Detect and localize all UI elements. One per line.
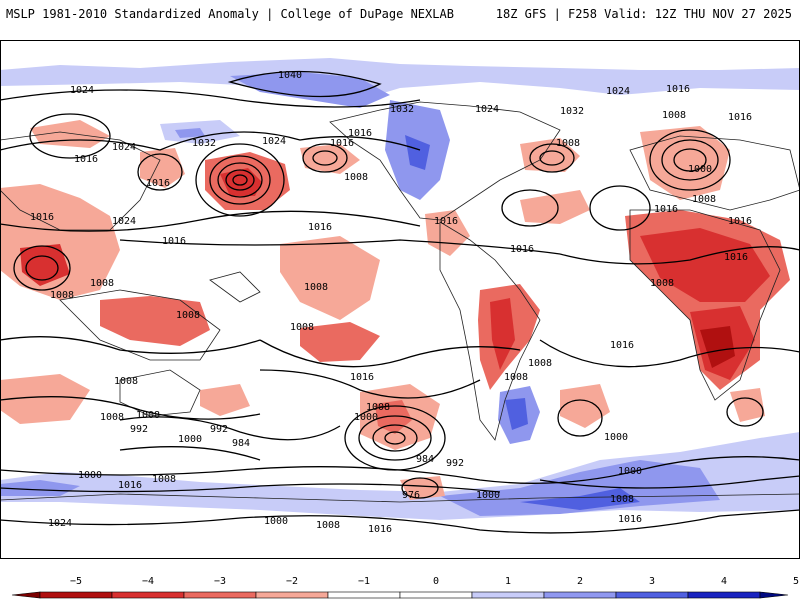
isobar-label: 1000	[178, 434, 202, 445]
isobar-label: 1008	[114, 376, 138, 387]
isobar-label: 1008	[366, 402, 390, 413]
isobar-label: 1000	[476, 490, 500, 501]
isobar-label: 1008	[556, 138, 580, 149]
isobar-label: 1008	[304, 282, 328, 293]
isobar-label: 1008	[50, 290, 74, 301]
colorbar-arrow-left	[11, 591, 41, 599]
isobar-label: 1024	[112, 142, 136, 153]
isobar-label: 1008	[176, 310, 200, 321]
isobar-label: 984	[232, 438, 250, 449]
isobar-label: 1000	[354, 412, 378, 423]
isobar-label: 992	[210, 424, 228, 435]
colorbar-bin	[39, 591, 113, 599]
isobar-label: 1016	[350, 372, 374, 383]
isobar-label: 1016	[724, 252, 748, 263]
colorbar-tick-label: 0	[433, 576, 439, 587]
colorbar-bin	[327, 591, 401, 599]
model-run-info: 18Z GFS | F258 Valid: 12Z THU NOV 27 202…	[495, 7, 792, 21]
colorbar-tick-label: 3	[649, 576, 655, 587]
isobar-label: 992	[446, 458, 464, 469]
colorbar-bin	[255, 591, 329, 599]
isobar-label: 1016	[308, 222, 332, 233]
anomaly-map: 1040 1024 1032 1024 1032 1024 1016 1008 …	[0, 40, 800, 559]
colorbar-arrow-right	[759, 591, 789, 599]
colorbar-tick-label: −5	[70, 576, 82, 587]
isobar-label: 1008	[504, 372, 528, 383]
isobar-label: 1016	[728, 112, 752, 123]
isobar-label: 1024	[112, 216, 136, 227]
isobar-label: 1008	[692, 194, 716, 205]
colorbar-bin	[399, 591, 473, 599]
isobar-label: 1008	[90, 278, 114, 289]
isobar-labels: 1040 1024 1032 1024 1032 1024 1016 1008 …	[30, 70, 752, 535]
isobar-label: 1008	[290, 322, 314, 333]
isobar-label: 1008	[662, 110, 686, 121]
isobar-label: 1024	[48, 518, 72, 529]
isobar-label: 1024	[262, 136, 286, 147]
isobar-contours	[0, 70, 800, 534]
colorbar-bin	[183, 591, 257, 599]
isobar-label: 1008	[528, 358, 552, 369]
header: MSLP 1981-2010 Standardized Anomaly | Co…	[0, 0, 800, 30]
isobar-label: 1016	[618, 514, 642, 525]
isobar-label: 1016	[666, 84, 690, 95]
isobar-label: 1016	[348, 128, 372, 139]
colorbar-tick-label: −2	[286, 576, 298, 587]
isobar-label: 984	[416, 454, 434, 465]
isobar-label: 1008	[344, 172, 368, 183]
isobar-label: 1016	[118, 480, 142, 491]
colorbar-bin	[543, 591, 617, 599]
colorbar-tick-label: −3	[214, 576, 226, 587]
isobar-label: 992	[130, 424, 148, 435]
isobar-label: 1016	[510, 244, 534, 255]
isobar-label: 1016	[30, 212, 54, 223]
isobar-label: 1024	[475, 104, 499, 115]
isobar-label: 1040	[278, 70, 302, 81]
colorbar: −5 −4 −3 −2 −1 0 1 2 3 4 5	[0, 572, 800, 600]
colorbar-canvas: −5 −4 −3 −2 −1 0 1 2 3 4 5	[11, 576, 799, 599]
isobar-label: 1016	[146, 178, 170, 189]
isobar-label: 1016	[434, 216, 458, 227]
colorbar-tick-label: 5	[793, 576, 799, 587]
isobar-label: 1032	[192, 138, 216, 149]
colorbar-bin	[111, 591, 185, 599]
isobar-label: 1016	[330, 138, 354, 149]
colorbar-tick-label: 2	[577, 576, 583, 587]
map-canvas: 1040 1024 1032 1024 1032 1024 1016 1008 …	[0, 40, 800, 559]
isobar-label: 1008	[100, 412, 124, 423]
isobar-label: 1008	[316, 520, 340, 531]
isobar-label: 1016	[654, 204, 678, 215]
isobar-label: 1000	[604, 432, 628, 443]
colorbar-bin	[687, 591, 761, 599]
isobar-label: 1016	[368, 524, 392, 535]
isobar-label: 1008	[610, 494, 634, 505]
isobar-label: 1016	[610, 340, 634, 351]
colorbar-tick-label: −4	[142, 576, 154, 587]
colorbar-bin	[615, 591, 689, 599]
isobar-label: 1016	[74, 154, 98, 165]
isobar-label: 1000	[688, 164, 712, 175]
colorbar-tick-label: 4	[721, 576, 727, 587]
isobar-label: 1024	[70, 85, 94, 96]
colorbar-bin	[471, 591, 545, 599]
isobar-label: 1016	[728, 216, 752, 227]
isobar-label: 1032	[560, 106, 584, 117]
positive-anomaly-shading	[0, 58, 800, 520]
isobar-label: 1016	[162, 236, 186, 247]
isobar-label: 1008	[136, 410, 160, 421]
isobar-label: 1000	[618, 466, 642, 477]
coastlines	[0, 101, 800, 503]
isobar-label: 976	[402, 490, 420, 501]
isobar-label: 1024	[606, 86, 630, 97]
map-title: MSLP 1981-2010 Standardized Anomaly | Co…	[6, 7, 454, 21]
isobar-label: 1032	[390, 104, 414, 115]
isobar-label: 1000	[264, 516, 288, 527]
isobar-label: 1008	[152, 474, 176, 485]
isobar-label: 1000	[78, 470, 102, 481]
colorbar-tick-label: −1	[358, 576, 370, 587]
isobar-label: 1008	[650, 278, 674, 289]
colorbar-tick-label: 1	[505, 576, 511, 587]
